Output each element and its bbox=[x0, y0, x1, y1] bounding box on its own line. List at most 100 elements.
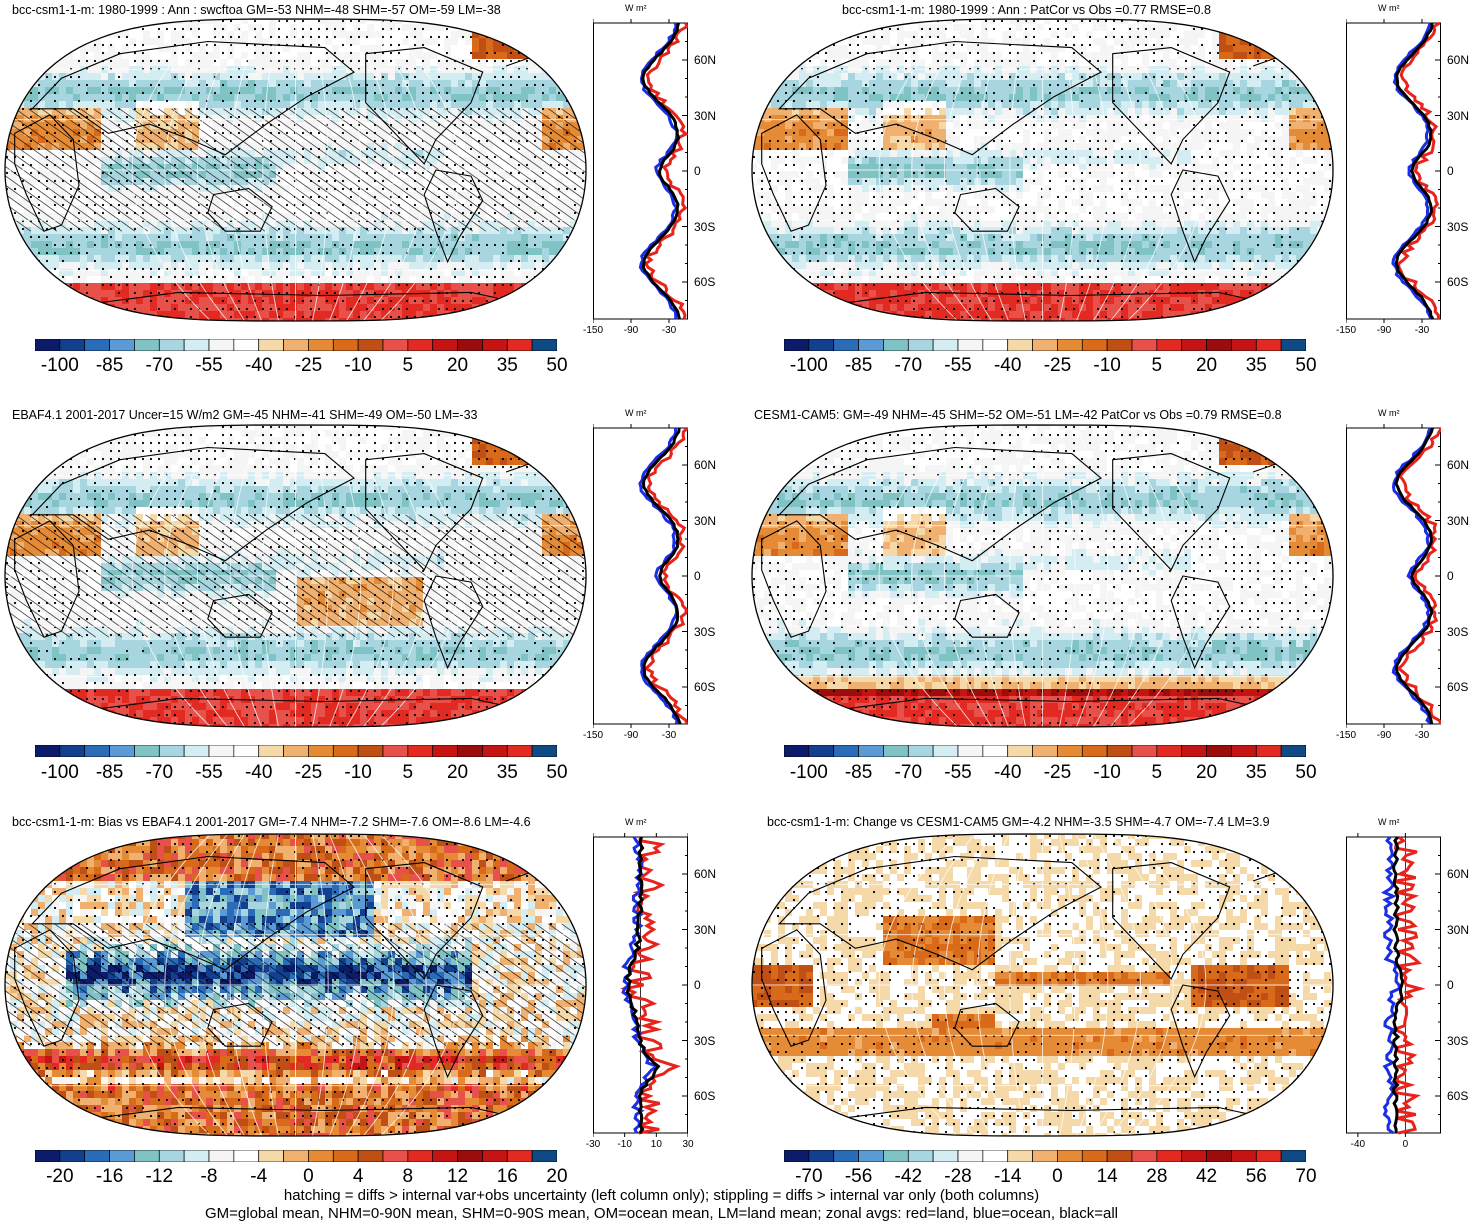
colorbar-label: -4 bbox=[250, 1166, 267, 1188]
colorbar-box bbox=[433, 339, 458, 351]
colorbar-box bbox=[958, 339, 983, 351]
colorbar-box bbox=[809, 1150, 834, 1162]
colorbar-label: 50 bbox=[1295, 355, 1316, 377]
colorbar-box bbox=[784, 1150, 809, 1162]
colorbar-label: 35 bbox=[1246, 355, 1267, 377]
map-ebaf bbox=[3, 423, 588, 729]
colorbar-box bbox=[1082, 1150, 1107, 1162]
colorbar-box bbox=[1231, 745, 1256, 757]
colorbar-box bbox=[507, 745, 532, 757]
colorbar-label: 0 bbox=[1052, 1166, 1063, 1188]
footer-line-2: GM=global mean, NHM=0-90N mean, SHM=0-90… bbox=[0, 1205, 1403, 1222]
zonal-xtick-label: -90 bbox=[624, 325, 638, 336]
panel-4: CESM1-CAM5: GM=-49 NHM=-45 SHM=-52 OM=-5… bbox=[742, 405, 1483, 790]
zonal-xtick-label: -30 bbox=[662, 325, 676, 336]
colorbar-box bbox=[1182, 745, 1207, 757]
colorbar-label: -100 bbox=[41, 355, 79, 377]
colorbar-box bbox=[908, 745, 933, 757]
colorbar-box bbox=[433, 1150, 458, 1162]
zonal-units: W m² bbox=[625, 3, 647, 13]
colorbar-label: -100 bbox=[790, 355, 828, 377]
zonal-units: W m² bbox=[1378, 3, 1400, 13]
zonal-xtick-label: -150 bbox=[583, 730, 603, 741]
latitude-label: 60N bbox=[1447, 53, 1469, 67]
colorbar-box bbox=[859, 745, 884, 757]
latitude-label: 60S bbox=[694, 1089, 715, 1103]
zonal-line bbox=[1399, 428, 1441, 724]
colorbar-box bbox=[1256, 339, 1281, 351]
zonal-mean-plot bbox=[1346, 420, 1441, 730]
colorbar-box bbox=[883, 745, 908, 757]
zonal-line bbox=[644, 428, 681, 724]
colorbar-box bbox=[234, 1150, 259, 1162]
colorbar-box bbox=[184, 745, 209, 757]
colorbar-label: -40 bbox=[994, 355, 1021, 377]
latitude-label: 30S bbox=[694, 1034, 715, 1048]
colorbar-box bbox=[408, 339, 433, 351]
latitude-label: 60S bbox=[694, 275, 715, 289]
colorbar bbox=[784, 1150, 1306, 1162]
colorbar-box bbox=[134, 339, 159, 351]
colorbar bbox=[784, 745, 1306, 757]
colorbar-box bbox=[1182, 1150, 1207, 1162]
colorbar-box bbox=[1207, 745, 1232, 757]
colorbar-label: -8 bbox=[201, 1166, 218, 1188]
panel-title: bcc-csm1-1-m: Bias vs EBAF4.1 2001-2017 … bbox=[12, 815, 531, 829]
colorbar-box bbox=[1132, 745, 1157, 757]
colorbar-label: 14 bbox=[1097, 1166, 1118, 1188]
colorbar-box bbox=[1057, 745, 1082, 757]
latitude-label: 30N bbox=[694, 109, 716, 123]
latitude-label: 30N bbox=[1447, 109, 1469, 123]
colorbar-label: -85 bbox=[845, 762, 872, 784]
colorbar-box bbox=[958, 1150, 983, 1162]
colorbar-box bbox=[358, 339, 383, 351]
latitude-label: 0 bbox=[694, 978, 701, 992]
colorbar-label: -70 bbox=[895, 762, 922, 784]
colorbar-box bbox=[1281, 339, 1306, 351]
panel-6: bcc-csm1-1-m: Change vs CESM1-CAM5 GM=-4… bbox=[742, 812, 1483, 1187]
latitude-label: 60N bbox=[1447, 458, 1469, 472]
colorbar-box bbox=[1107, 745, 1132, 757]
latitude-label: 30N bbox=[1447, 923, 1469, 937]
colorbar-box bbox=[383, 339, 408, 351]
panel-title: bcc-csm1-1-m: Change vs CESM1-CAM5 GM=-4… bbox=[767, 815, 1270, 829]
zonal-xtick-label: 10 bbox=[651, 1139, 662, 1150]
colorbar-label: -85 bbox=[845, 355, 872, 377]
colorbar-label: -28 bbox=[944, 1166, 971, 1188]
colorbar-box bbox=[408, 745, 433, 757]
colorbar-box bbox=[834, 339, 859, 351]
zonal-units: W m² bbox=[625, 408, 647, 418]
colorbar-box bbox=[1132, 1150, 1157, 1162]
colorbar-label: -10 bbox=[1093, 355, 1120, 377]
panel-title: bcc-csm1-1-m: 1980-1999 : Ann : PatCor v… bbox=[842, 3, 1211, 17]
zonal-units: W m² bbox=[1378, 408, 1400, 418]
colorbar-box bbox=[383, 745, 408, 757]
colorbar-box bbox=[60, 745, 85, 757]
colorbar-box bbox=[308, 745, 333, 757]
latitude-label: 0 bbox=[694, 164, 701, 178]
colorbar-box bbox=[1207, 1150, 1232, 1162]
zonal-xtick-label: -150 bbox=[1336, 730, 1356, 741]
zonal-xtick-label: -30 bbox=[662, 730, 676, 741]
colorbar-box bbox=[1157, 1150, 1182, 1162]
latitude-label: 30N bbox=[694, 514, 716, 528]
colorbar-box bbox=[834, 745, 859, 757]
colorbar-label: -25 bbox=[1044, 762, 1071, 784]
colorbar-label: -55 bbox=[195, 762, 222, 784]
colorbar-box bbox=[1281, 745, 1306, 757]
colorbar-label: 4 bbox=[353, 1166, 364, 1188]
colorbar-label: 28 bbox=[1146, 1166, 1167, 1188]
colorbar-box bbox=[259, 1150, 284, 1162]
colorbar-box bbox=[408, 1150, 433, 1162]
zonal-xtick-label: -30 bbox=[1415, 730, 1429, 741]
colorbar-label: -55 bbox=[195, 355, 222, 377]
zonal-mean-plot bbox=[593, 829, 688, 1139]
colorbar-label: 35 bbox=[497, 762, 518, 784]
zonal-mean-plot bbox=[1346, 829, 1441, 1139]
latitude-label: 30N bbox=[694, 923, 716, 937]
zonal-xtick-label: -40 bbox=[1351, 1139, 1365, 1150]
colorbar-label: 0 bbox=[303, 1166, 314, 1188]
colorbar-label: -20 bbox=[46, 1166, 73, 1188]
colorbar-label: 42 bbox=[1196, 1166, 1217, 1188]
colorbar-box bbox=[532, 1150, 557, 1162]
